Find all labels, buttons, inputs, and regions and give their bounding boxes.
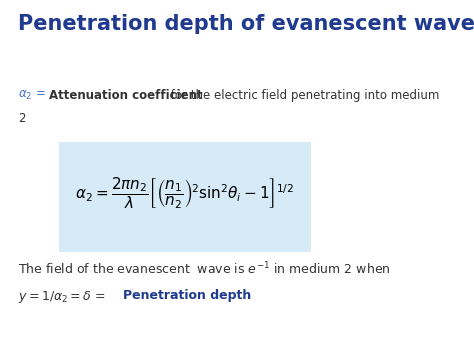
Text: The field of the evanescent  wave is $e^{-1}$ in medium 2 when: The field of the evanescent wave is $e^{… xyxy=(18,261,391,278)
Text: Penetration depth: Penetration depth xyxy=(123,289,251,302)
Text: Attenuation coefficient: Attenuation coefficient xyxy=(49,89,203,102)
Text: for the electric field penetrating into medium: for the electric field penetrating into … xyxy=(166,89,439,102)
FancyBboxPatch shape xyxy=(59,142,311,252)
Text: $y = 1/\alpha_2 = \delta$ =: $y = 1/\alpha_2 = \delta$ = xyxy=(18,289,107,305)
Text: Penetration depth of evanescent wave: Penetration depth of evanescent wave xyxy=(18,14,474,34)
Text: $\alpha_2 = \dfrac{2\pi n_2}{\lambda}\left[\left(\dfrac{n_1}{n_2}\right)^{\!2}\s: $\alpha_2 = \dfrac{2\pi n_2}{\lambda}\le… xyxy=(75,176,294,211)
Text: 2: 2 xyxy=(18,112,26,125)
Text: $\alpha_2$ =: $\alpha_2$ = xyxy=(18,89,47,102)
